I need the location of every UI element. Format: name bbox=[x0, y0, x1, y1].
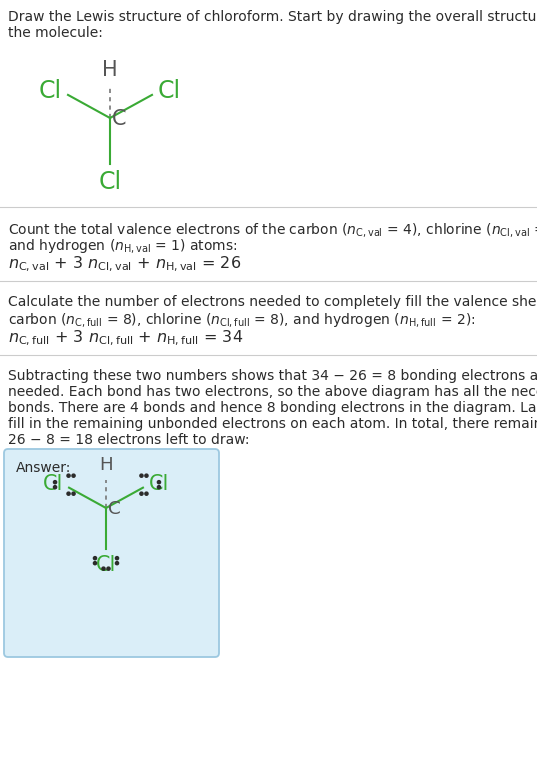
Circle shape bbox=[67, 492, 70, 495]
Text: C: C bbox=[108, 500, 121, 518]
Text: Count the total valence electrons of the carbon ($n_{\mathregular{C,val}}$ = 4),: Count the total valence electrons of the… bbox=[8, 221, 537, 239]
Circle shape bbox=[115, 556, 119, 559]
Circle shape bbox=[140, 474, 143, 478]
Circle shape bbox=[145, 492, 148, 495]
Text: $n_{\mathregular{C,full}}$ + 3 $n_{\mathregular{Cl,full}}$ + $n_{\mathregular{H,: $n_{\mathregular{C,full}}$ + 3 $n_{\math… bbox=[8, 329, 243, 348]
Circle shape bbox=[54, 481, 56, 484]
Text: Calculate the number of electrons needed to completely fill the valence shells f: Calculate the number of electrons needed… bbox=[8, 295, 537, 309]
Circle shape bbox=[157, 481, 161, 484]
Text: 26 − 8 = 18 electrons left to draw:: 26 − 8 = 18 electrons left to draw: bbox=[8, 433, 250, 447]
Text: Subtracting these two numbers shows that 34 − 26 = 8 bonding electrons are: Subtracting these two numbers shows that… bbox=[8, 369, 537, 383]
Text: needed. Each bond has two electrons, so the above diagram has all the necessary: needed. Each bond has two electrons, so … bbox=[8, 385, 537, 399]
Text: Draw the Lewis structure of chloroform. Start by drawing the overall structure o: Draw the Lewis structure of chloroform. … bbox=[8, 10, 537, 24]
Text: Answer:: Answer: bbox=[16, 461, 71, 475]
Circle shape bbox=[115, 562, 119, 565]
Circle shape bbox=[67, 474, 70, 478]
Circle shape bbox=[107, 567, 110, 570]
Circle shape bbox=[54, 486, 56, 489]
Text: Cl: Cl bbox=[158, 79, 181, 103]
FancyBboxPatch shape bbox=[4, 449, 219, 657]
Circle shape bbox=[145, 474, 148, 478]
Circle shape bbox=[93, 562, 97, 565]
Circle shape bbox=[140, 492, 143, 495]
Text: and hydrogen ($n_{\mathregular{H,val}}$ = 1) atoms:: and hydrogen ($n_{\mathregular{H,val}}$ … bbox=[8, 237, 238, 255]
Text: carbon ($n_{\mathregular{C,full}}$ = 8), chlorine ($n_{\mathregular{Cl,full}}$ =: carbon ($n_{\mathregular{C,full}}$ = 8),… bbox=[8, 311, 475, 329]
Text: Cl: Cl bbox=[39, 79, 62, 103]
Circle shape bbox=[72, 474, 75, 478]
Circle shape bbox=[157, 486, 161, 489]
Text: Cl: Cl bbox=[96, 555, 116, 575]
Text: Cl: Cl bbox=[98, 171, 121, 194]
Text: C: C bbox=[112, 109, 127, 129]
Text: $n_{\mathregular{C,val}}$ + 3 $n_{\mathregular{Cl,val}}$ + $n_{\mathregular{H,va: $n_{\mathregular{C,val}}$ + 3 $n_{\mathr… bbox=[8, 255, 241, 274]
Circle shape bbox=[93, 556, 97, 559]
Text: Cl: Cl bbox=[42, 474, 63, 493]
Circle shape bbox=[72, 492, 75, 495]
Circle shape bbox=[102, 567, 105, 570]
Text: Cl: Cl bbox=[149, 474, 169, 493]
Text: the molecule:: the molecule: bbox=[8, 26, 103, 40]
Text: H: H bbox=[99, 456, 113, 475]
Text: H: H bbox=[102, 61, 118, 80]
Text: bonds. There are 4 bonds and hence 8 bonding electrons in the diagram. Lastly,: bonds. There are 4 bonds and hence 8 bon… bbox=[8, 401, 537, 415]
Text: fill in the remaining unbonded electrons on each atom. In total, there remain: fill in the remaining unbonded electrons… bbox=[8, 417, 537, 431]
